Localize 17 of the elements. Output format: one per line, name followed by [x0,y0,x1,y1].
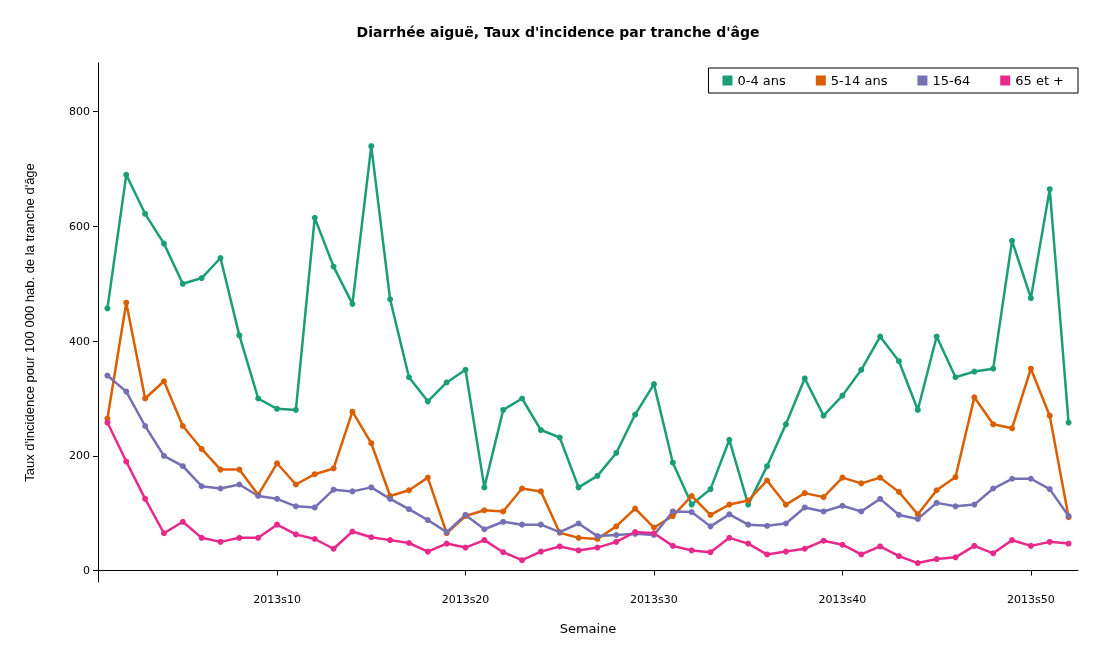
x-tick-label: 2013s20 [441,593,490,606]
legend-label: 0-4 ans [737,73,787,88]
legend-label: 5-14 ans [830,73,888,88]
legend-label: 65 et + [1015,73,1064,88]
x-tick-label: 2013s40 [818,593,867,606]
x-tick-label: 2013s10 [253,593,301,606]
y-tick-label: 0 [83,564,90,578]
y-tick-label: 800 [69,105,90,119]
y-axis-title: Taux d'incidence pour 100 000 hab. de la tranche d'âge [22,163,37,482]
y-tick-label: 400 [69,334,90,348]
chart-title: Diarrhée aiguë, Taux d'incidence par tranche d'âge [356,24,760,40]
y-tick-label: 200 [69,449,90,463]
x-tick-label: 2013s30 [630,593,678,606]
y-tick-label: 600 [69,219,90,233]
x-axis-title: Semaine [559,621,617,636]
legend-label: 15-64 [932,73,971,88]
x-tick-label: 2013s50 [1007,593,1055,606]
